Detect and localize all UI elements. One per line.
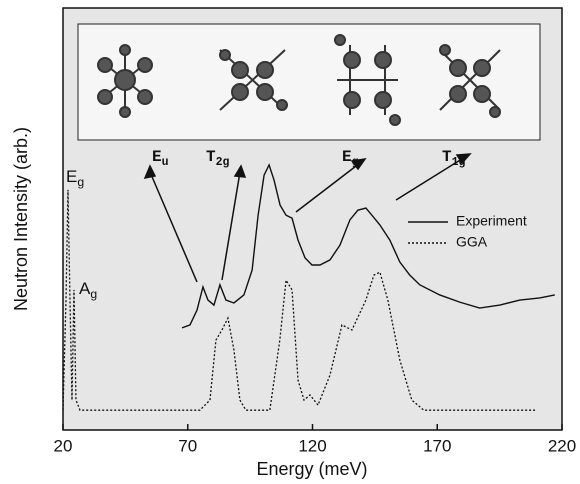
x-tick-label: 120: [298, 436, 326, 455]
y-axis-label: Neutron Intensity (arb.): [11, 127, 31, 311]
x-tick-label: 20: [54, 436, 73, 455]
mode-label-sub: u: [162, 156, 169, 169]
chart: Experiment GGA Energy (meV) Neutron Inte…: [0, 0, 580, 484]
mode-label-text: T: [206, 148, 216, 166]
peak-label-text: E: [66, 167, 77, 186]
x-tick-label: 70: [178, 436, 197, 455]
mode-label-sub: g: [352, 156, 359, 169]
peak-label-sub: g: [90, 287, 97, 301]
x-axis-label: Energy (meV): [256, 459, 367, 479]
mode-label-text: T: [442, 148, 452, 166]
legend-label: Experiment: [456, 213, 527, 229]
x-tick-label: 220: [548, 436, 576, 455]
inset-structures: [78, 24, 540, 140]
mode-label-text: E: [152, 148, 162, 166]
mode-label-sub: 1g: [452, 156, 466, 169]
x-tick-label: 170: [423, 436, 451, 455]
mode-label-text: E: [342, 148, 352, 166]
mode-label-sub: 2g: [216, 156, 230, 169]
legend-label: GGA: [456, 234, 488, 250]
peak-label-sub: g: [77, 175, 84, 189]
peak-label-text: A: [79, 279, 91, 298]
